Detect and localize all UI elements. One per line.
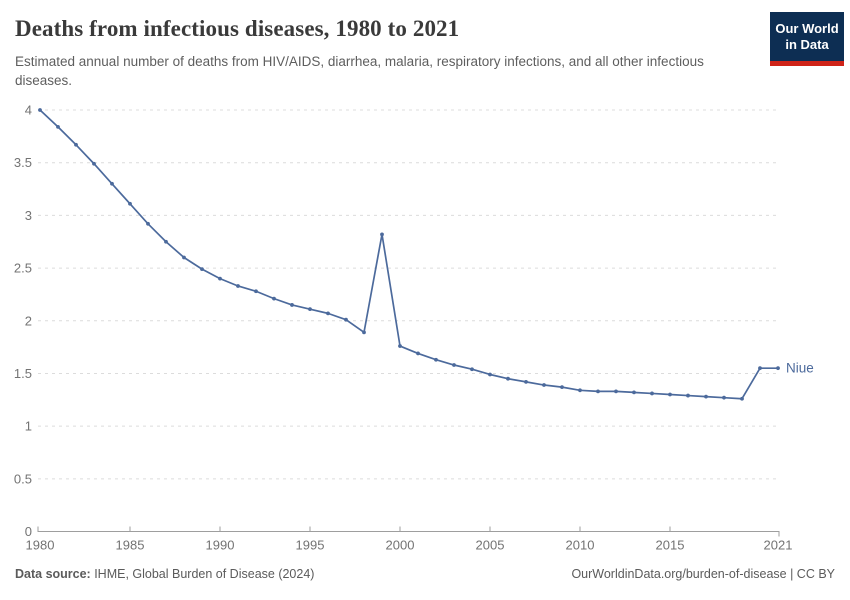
y-tick-label: 3.5 bbox=[14, 155, 32, 170]
page-title: Deaths from infectious diseases, 1980 to… bbox=[15, 16, 460, 41]
data-point bbox=[74, 142, 78, 147]
data-point bbox=[182, 255, 186, 260]
series-end-label: Niue bbox=[786, 361, 814, 376]
y-tick-label: 0 bbox=[25, 524, 32, 539]
x-axis-line bbox=[37, 526, 780, 537]
y-tick-label: 1.5 bbox=[14, 366, 32, 381]
data-point bbox=[344, 317, 348, 322]
data-point bbox=[218, 276, 222, 281]
data-point bbox=[236, 284, 240, 288]
data-point bbox=[524, 379, 528, 384]
data-point bbox=[92, 161, 96, 166]
y-tick-label: 1 bbox=[25, 419, 32, 434]
data-point bbox=[506, 376, 510, 381]
data-point bbox=[542, 383, 546, 387]
data-point bbox=[578, 388, 582, 393]
data-point bbox=[560, 385, 564, 390]
data-point bbox=[488, 372, 492, 377]
data-point bbox=[146, 221, 150, 226]
data-point bbox=[740, 396, 744, 401]
y-tick-label: 3 bbox=[25, 208, 32, 223]
data-point bbox=[290, 303, 294, 307]
data-point bbox=[164, 239, 168, 244]
x-tick-label: 1990 bbox=[206, 538, 235, 553]
y-tick-label: 0.5 bbox=[14, 471, 32, 486]
x-tick-label: 2010 bbox=[566, 538, 595, 553]
data-point bbox=[308, 307, 312, 312]
data-point bbox=[254, 289, 258, 294]
data-point bbox=[416, 351, 420, 356]
data-point bbox=[470, 367, 474, 372]
chart-subtitle: Estimated annual number of deaths from H… bbox=[15, 54, 704, 88]
x-tick-label: 2005 bbox=[476, 538, 505, 553]
x-tick-label: 1985 bbox=[116, 538, 145, 553]
data-point bbox=[398, 344, 402, 348]
data-point bbox=[200, 267, 204, 272]
data-point bbox=[614, 389, 618, 394]
series-line bbox=[39, 109, 779, 400]
data-point bbox=[632, 390, 636, 395]
owid-logo-line2: in Data bbox=[785, 36, 829, 52]
data-point bbox=[650, 391, 654, 396]
data-point bbox=[722, 395, 726, 400]
data-point bbox=[686, 393, 690, 398]
data-point bbox=[704, 394, 708, 399]
data-point bbox=[668, 392, 672, 397]
data-point bbox=[758, 366, 762, 371]
data-point bbox=[56, 124, 60, 129]
data-source-label: Data source: bbox=[15, 567, 91, 581]
x-tick-label: 2000 bbox=[386, 538, 415, 553]
data-point bbox=[452, 363, 456, 367]
chart-footer: Data source: IHME, Global Burden of Dise… bbox=[0, 567, 850, 581]
y-tick-label: 2.5 bbox=[14, 261, 32, 276]
data-point bbox=[128, 201, 132, 206]
x-tick-label: 2015 bbox=[656, 538, 685, 553]
data-point bbox=[434, 357, 438, 362]
data-point bbox=[326, 311, 330, 316]
data-point bbox=[596, 389, 600, 394]
data-point bbox=[272, 296, 276, 301]
owid-logo[interactable]: Our World in Data bbox=[770, 12, 844, 66]
x-tick-label: 2021 bbox=[764, 538, 793, 553]
data-point bbox=[362, 330, 366, 335]
owid-logo-line1: Our World bbox=[775, 21, 839, 37]
data-point bbox=[38, 108, 42, 112]
data-source-text: IHME, Global Burden of Disease (2024) bbox=[90, 567, 315, 581]
credit-link[interactable]: OurWorldinData.org/burden-of-disease | C… bbox=[571, 567, 835, 581]
y-tick-label: 4 bbox=[25, 103, 32, 118]
data-point bbox=[380, 232, 384, 237]
data-source: Data source: IHME, Global Burden of Dise… bbox=[15, 567, 314, 581]
x-tick-label: 1980 bbox=[26, 538, 55, 553]
y-tick-label: 2 bbox=[25, 313, 32, 328]
x-tick-label: 1995 bbox=[296, 538, 325, 553]
data-point bbox=[110, 181, 114, 186]
data-point bbox=[776, 366, 780, 371]
